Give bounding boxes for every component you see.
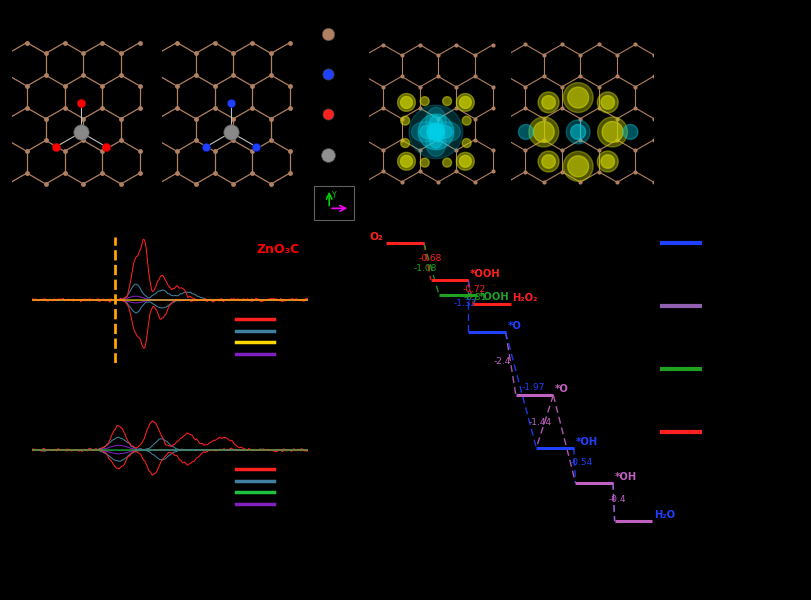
Polygon shape xyxy=(410,105,462,158)
Polygon shape xyxy=(597,151,618,172)
Ellipse shape xyxy=(429,116,443,133)
Polygon shape xyxy=(457,152,474,170)
Text: *OH: *OH xyxy=(576,437,598,447)
Ellipse shape xyxy=(411,122,438,142)
Text: -0.54: -0.54 xyxy=(570,458,593,467)
Polygon shape xyxy=(462,116,471,125)
Polygon shape xyxy=(597,92,618,113)
Ellipse shape xyxy=(419,125,437,139)
Polygon shape xyxy=(401,155,413,167)
Ellipse shape xyxy=(429,130,443,148)
Text: *OH: *OH xyxy=(615,472,637,482)
Polygon shape xyxy=(459,155,471,167)
Text: *OOH: *OOH xyxy=(470,269,500,279)
Polygon shape xyxy=(568,156,589,177)
Text: H₂O₂: H₂O₂ xyxy=(513,293,538,304)
Polygon shape xyxy=(601,155,615,168)
Polygon shape xyxy=(401,116,410,125)
Polygon shape xyxy=(542,155,556,168)
Ellipse shape xyxy=(426,107,446,134)
Polygon shape xyxy=(401,139,410,148)
Polygon shape xyxy=(563,151,593,181)
Ellipse shape xyxy=(426,130,446,157)
Polygon shape xyxy=(539,92,559,113)
Text: -0.68: -0.68 xyxy=(419,254,443,263)
Polygon shape xyxy=(418,114,454,150)
Text: -0.31: -0.31 xyxy=(463,293,487,302)
Polygon shape xyxy=(542,95,556,109)
Polygon shape xyxy=(518,124,534,139)
Polygon shape xyxy=(443,97,452,106)
Text: *O: *O xyxy=(555,385,569,394)
Text: -0.72: -0.72 xyxy=(462,285,486,294)
Ellipse shape xyxy=(432,131,440,140)
Polygon shape xyxy=(397,152,415,170)
Polygon shape xyxy=(529,117,559,147)
Text: -1.97: -1.97 xyxy=(521,383,545,392)
Polygon shape xyxy=(443,158,452,167)
Polygon shape xyxy=(602,121,623,142)
Text: -1.32: -1.32 xyxy=(453,299,476,308)
Polygon shape xyxy=(563,83,593,113)
Text: *O: *O xyxy=(508,322,521,331)
Polygon shape xyxy=(459,97,471,109)
Text: ZnO₃C: ZnO₃C xyxy=(256,244,300,256)
Polygon shape xyxy=(534,121,554,142)
Ellipse shape xyxy=(434,122,461,142)
Text: -0.4: -0.4 xyxy=(608,495,626,504)
Text: -1.08: -1.08 xyxy=(413,264,436,273)
Ellipse shape xyxy=(432,124,440,133)
Ellipse shape xyxy=(435,125,453,139)
Ellipse shape xyxy=(436,128,444,135)
Polygon shape xyxy=(457,94,474,112)
Text: H₂O: H₂O xyxy=(654,511,675,520)
Polygon shape xyxy=(601,95,615,109)
Polygon shape xyxy=(566,120,590,144)
Polygon shape xyxy=(397,94,415,112)
Polygon shape xyxy=(571,124,586,139)
Polygon shape xyxy=(420,158,429,167)
Polygon shape xyxy=(401,97,413,109)
Polygon shape xyxy=(598,117,628,147)
Polygon shape xyxy=(420,97,429,106)
Text: -1.44: -1.44 xyxy=(528,418,551,427)
Text: *OOH: *OOH xyxy=(478,292,509,302)
Polygon shape xyxy=(427,123,444,141)
Polygon shape xyxy=(539,151,559,172)
Polygon shape xyxy=(462,139,471,148)
Text: Y: Y xyxy=(333,191,337,200)
Ellipse shape xyxy=(427,128,436,135)
Polygon shape xyxy=(568,87,589,108)
Text: O₂: O₂ xyxy=(369,232,383,242)
Text: -2.4: -2.4 xyxy=(494,357,511,366)
Bar xyxy=(315,186,354,220)
Polygon shape xyxy=(623,124,638,139)
